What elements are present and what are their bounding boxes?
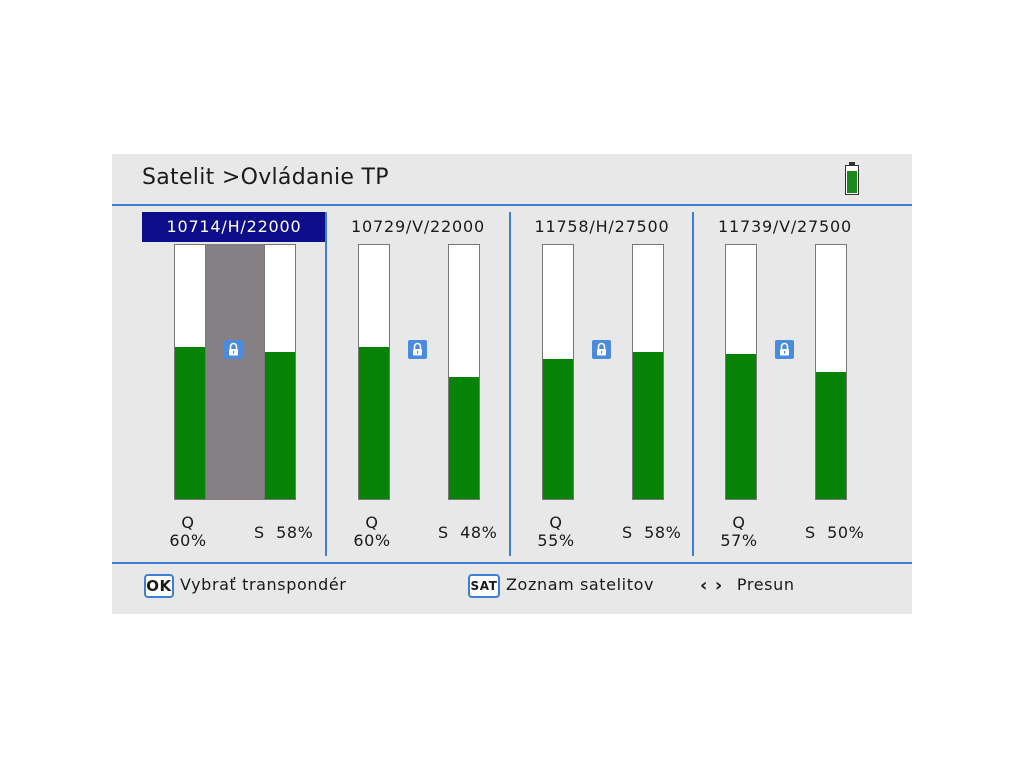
lock-icon: [775, 340, 794, 359]
transponder-label[interactable]: 10729/V/22000: [351, 217, 485, 236]
move-legend-text: Presun: [736, 575, 795, 594]
satellite-screen: Satelit >Ovládanie TP 10714/H/22000 Q 60…: [112, 154, 912, 614]
signal-readout: S 58%: [622, 523, 682, 542]
quality-readout: Q 55%: [526, 514, 586, 550]
battery-level: [847, 171, 857, 193]
quality-value: 60%: [353, 531, 391, 550]
battery-body: [845, 165, 859, 195]
legend-sat: SAT Zoznam satelitov: [468, 572, 654, 598]
quality-value: 60%: [169, 531, 207, 550]
ok-legend-text: Vybrať transpondér: [180, 575, 347, 594]
transponder-panel[interactable]: 10714/H/22000 Q 60% S 58%: [112, 206, 326, 562]
signal-bar-fill: [816, 372, 846, 499]
sat-legend-text: Zoznam satelitov: [506, 575, 655, 594]
signal-bar: [632, 244, 664, 500]
panel-divider: [325, 212, 327, 556]
quality-bar-fill: [175, 347, 205, 499]
battery-icon: [845, 162, 859, 196]
signal-bar: [448, 244, 480, 500]
page-title: Satelit >Ovládanie TP: [142, 165, 389, 190]
legend-move: ‹ › Presun: [700, 572, 795, 598]
signal-readout: S 58%: [254, 523, 314, 542]
signal-bar-fill: [449, 377, 479, 499]
transponder-panel[interactable]: 10729/V/22000 Q 60% S 48%: [296, 206, 497, 562]
transponder-label[interactable]: 11739/V/27500: [718, 217, 852, 236]
quality-readout: Q 60%: [158, 514, 218, 550]
left-right-arrows-icon: ‹ ›: [700, 574, 723, 596]
quality-bar-fill: [726, 354, 756, 499]
quality-label: Q: [549, 513, 563, 532]
lock-icon: [224, 340, 243, 359]
signal-bar-fill: [265, 352, 295, 499]
quality-bar-fill: [359, 347, 389, 499]
panel-divider: [509, 212, 511, 556]
panel-divider: [692, 212, 694, 556]
lock-icon: [408, 340, 427, 359]
signal-bar: [264, 244, 296, 500]
signal-readout: S 48%: [438, 523, 498, 542]
transponder-label[interactable]: 10714/H/22000: [142, 212, 326, 242]
header-divider: [112, 204, 912, 206]
footer-divider: [112, 562, 912, 564]
signal-bar-fill: [633, 352, 663, 499]
quality-label: Q: [365, 513, 379, 532]
transponder-panel[interactable]: 11758/H/27500 Q 55% S 58%: [480, 206, 680, 562]
lock-icon: [592, 340, 611, 359]
quality-bar-fill: [543, 359, 573, 499]
quality-label: Q: [181, 513, 195, 532]
transponder-label[interactable]: 11758/H/27500: [534, 217, 670, 236]
legend-ok: OK Vybrať transpondér: [144, 572, 346, 598]
signal-bar: [815, 244, 847, 500]
transponder-panel[interactable]: 11739/V/27500 Q 57% S 50%: [663, 206, 864, 562]
quality-bar: [358, 244, 390, 500]
quality-bar: [174, 244, 206, 500]
selection-highlight: [206, 244, 266, 500]
quality-bar: [725, 244, 757, 500]
quality-bar: [542, 244, 574, 500]
quality-value: 57%: [720, 531, 758, 550]
quality-value: 55%: [537, 531, 575, 550]
signal-readout: S 50%: [805, 523, 865, 542]
battery-cap: [849, 162, 855, 165]
sat-key-icon[interactable]: SAT: [468, 573, 500, 598]
quality-label: Q: [732, 513, 746, 532]
quality-readout: Q 60%: [342, 514, 402, 550]
quality-readout: Q 57%: [709, 514, 769, 550]
ok-key-icon[interactable]: OK: [144, 573, 174, 598]
